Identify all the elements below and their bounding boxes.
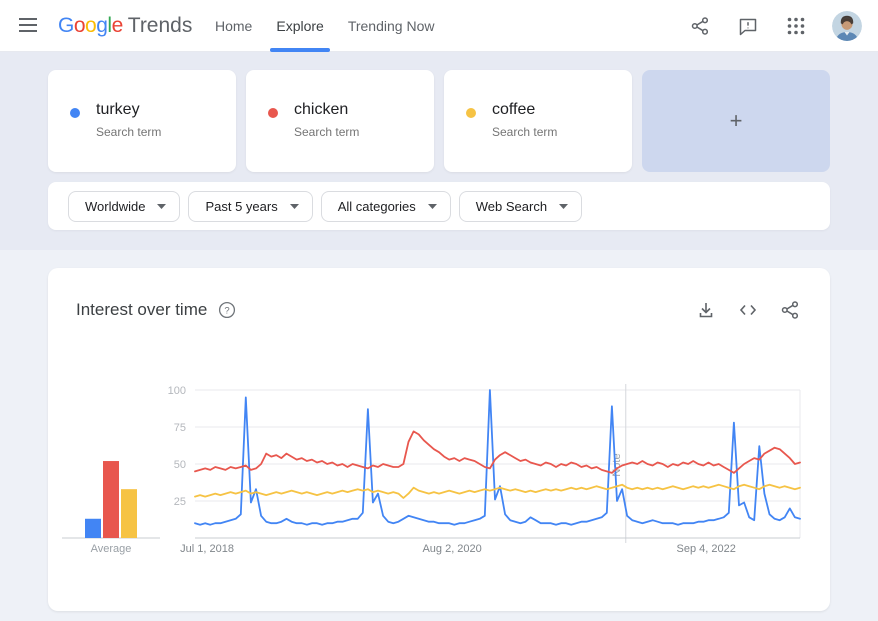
filter-bar: Worldwide Past 5 years All categories We…	[48, 182, 830, 230]
filter-search-type-dropdown[interactable]: Web Search	[458, 190, 583, 222]
y-axis-label-75: 75	[174, 422, 186, 434]
chevron-down-icon	[157, 203, 167, 209]
term-card-turkey[interactable]: turkey Search term	[48, 70, 236, 172]
filter-region-dropdown[interactable]: Worldwide	[68, 190, 181, 222]
term-type-label: Search term	[492, 125, 558, 139]
hamburger-icon	[19, 17, 37, 32]
filter-search-type-value: Web Search	[475, 198, 548, 214]
logo-letter: o	[85, 14, 97, 37]
term-card-chicken[interactable]: chicken Search term	[246, 70, 434, 172]
share-icon	[691, 17, 709, 35]
x-axis-label-2: Sep 4, 2022	[677, 543, 736, 555]
series-line-turkey[interactable]	[194, 389, 801, 526]
x-axis-label-0: Jul 1, 2018	[180, 543, 234, 555]
average-bar-chicken[interactable]	[103, 461, 119, 538]
download-button[interactable]	[694, 298, 718, 322]
nav-trending-now[interactable]: Trending Now	[348, 0, 435, 52]
feedback-icon	[739, 18, 757, 36]
y-axis-label-50: 50	[174, 459, 186, 471]
term-type-label: Search term	[294, 125, 360, 139]
results-section: Interest over time ?	[0, 250, 878, 621]
term-label: chicken	[294, 101, 349, 118]
chart-card-header: Interest over time ?	[48, 268, 830, 340]
header-actions	[688, 0, 862, 52]
term-label: turkey	[96, 101, 140, 118]
chart-actions	[694, 298, 802, 322]
series-color-dot	[466, 108, 476, 118]
average-bar-coffee[interactable]	[121, 489, 137, 538]
avatar-photo	[832, 11, 862, 41]
menu-icon[interactable]	[16, 14, 40, 38]
apps-grid-icon	[787, 17, 805, 35]
share-icon	[781, 301, 799, 319]
nav-explore[interactable]: Explore	[270, 0, 331, 52]
chevron-down-icon	[289, 203, 299, 209]
term-cards-row: turkey Search term chicken Search term c…	[48, 70, 830, 172]
term-type-label: Search term	[96, 125, 162, 139]
filter-time-dropdown[interactable]: Past 5 years	[188, 190, 313, 222]
feedback-button[interactable]	[736, 14, 760, 38]
logo-letter: G	[58, 14, 74, 37]
chevron-down-icon	[559, 203, 569, 209]
embed-button[interactable]	[736, 298, 760, 322]
chevron-down-icon	[427, 203, 437, 209]
logo-letter: l	[107, 14, 112, 37]
interest-over-time-card: Interest over time ?	[48, 268, 830, 611]
average-bar-turkey[interactable]	[85, 518, 101, 538]
avatar[interactable]	[832, 11, 862, 41]
series-line-chicken[interactable]	[194, 430, 801, 474]
y-axis-label-25: 25	[174, 496, 186, 508]
logo-letter: g	[96, 14, 108, 37]
logo-product-name: Trends	[127, 14, 193, 37]
compare-section: turkey Search term chicken Search term c…	[0, 52, 878, 250]
y-axis-label-100: 100	[168, 385, 186, 397]
term-label: coffee	[492, 101, 536, 118]
filter-category-value: All categories	[337, 198, 416, 214]
help-button[interactable]: ?	[217, 300, 237, 320]
main-nav: Home Explore Trending Now	[215, 0, 434, 52]
series-color-dot	[268, 108, 278, 118]
x-axis-label-1: Aug 2, 2020	[422, 543, 481, 555]
download-icon	[699, 303, 713, 318]
filter-time-value: Past 5 years	[205, 198, 278, 214]
chart-title: Interest over time	[76, 300, 208, 319]
filter-region-value: Worldwide	[85, 198, 146, 214]
chart-share-button[interactable]	[778, 298, 802, 322]
series-color-dot	[70, 108, 80, 118]
logo-letter: o	[73, 14, 86, 37]
logo-letter: e	[111, 14, 124, 37]
plus-icon: +	[729, 108, 743, 133]
svg-text:?: ?	[225, 305, 230, 316]
filter-category-dropdown[interactable]: All categories	[320, 190, 451, 222]
series-line-coffee[interactable]	[194, 483, 801, 499]
apps-grid-button[interactable]	[784, 14, 808, 38]
add-comparison-button[interactable]: +	[642, 70, 830, 172]
nav-home[interactable]: Home	[215, 0, 252, 52]
help-icon: ?	[219, 301, 236, 319]
share-button[interactable]	[688, 14, 712, 38]
term-card-coffee[interactable]: coffee Search term	[444, 70, 632, 172]
embed-icon	[739, 304, 757, 316]
average-label: Average	[91, 543, 132, 555]
